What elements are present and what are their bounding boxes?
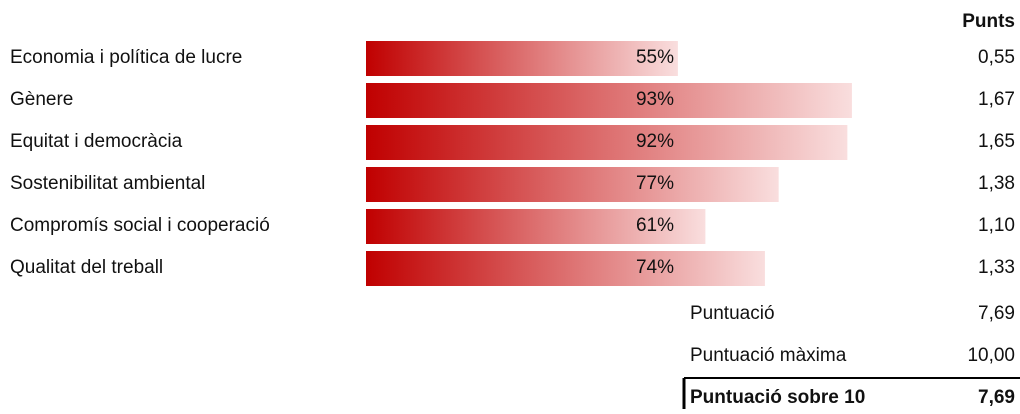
data-bar: [366, 83, 852, 118]
share-label: 77%: [636, 173, 674, 194]
row-label: Qualitat del treball: [10, 257, 163, 278]
points: 1,38: [978, 173, 1015, 194]
points: 0,55: [978, 47, 1015, 68]
summary-value: 7,69: [978, 303, 1015, 324]
data-bar: [366, 125, 848, 160]
summary-label: Puntuació: [690, 303, 775, 324]
points: 1,33: [978, 257, 1015, 278]
summary-value: 7,69: [978, 387, 1015, 408]
share-label: 55%: [636, 47, 674, 68]
summary-label: Puntuació sobre 10: [690, 387, 865, 408]
summary-value: 10,00: [967, 345, 1015, 366]
data-bar: [366, 251, 765, 286]
data-bar: [366, 167, 779, 202]
row-label: Equitat i democràcia: [10, 131, 183, 152]
share-label: 92%: [636, 131, 674, 152]
header: Punts: [962, 11, 1015, 32]
row-label: Sostenibilitat ambiental: [10, 173, 205, 194]
summary-label: Puntuació màxima: [690, 345, 847, 366]
points: 1,67: [978, 89, 1015, 110]
data-bar: [366, 209, 706, 244]
share-label: 74%: [636, 257, 674, 278]
points: 1,65: [978, 131, 1015, 152]
row-label: Economia i política de lucre: [10, 47, 242, 68]
points: 1,10: [978, 215, 1015, 236]
row-label: Gènere: [10, 89, 73, 110]
share-label: 61%: [636, 215, 674, 236]
row-label: Compromís social i cooperació: [10, 215, 270, 236]
share-label: 93%: [636, 89, 674, 110]
data-bar: [366, 41, 678, 76]
